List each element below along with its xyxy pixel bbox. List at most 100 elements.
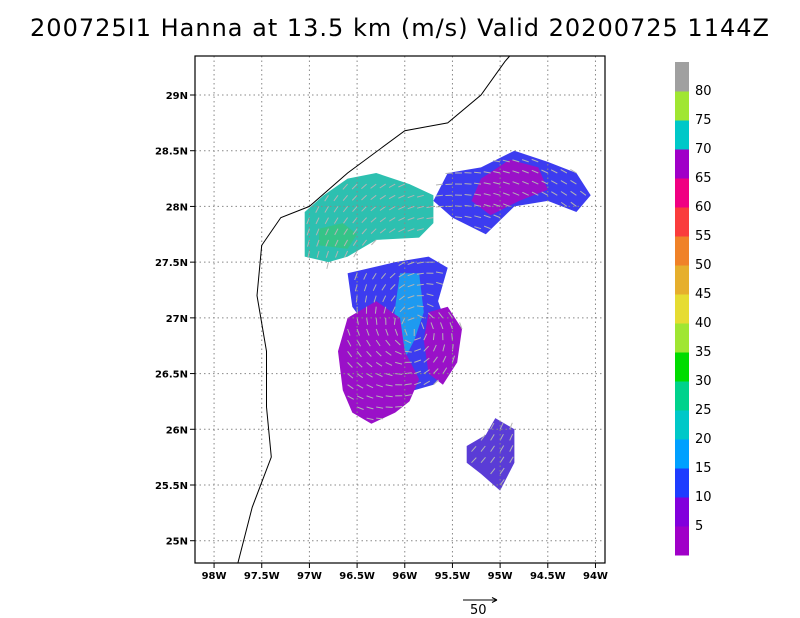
lat-tick-label: 28.5N — [155, 147, 188, 158]
wind-vector — [414, 337, 422, 341]
lat-tick-label: 26N — [166, 425, 188, 436]
wind-vector — [315, 228, 320, 236]
wind-vector — [352, 206, 358, 213]
wind-vector — [407, 272, 415, 277]
colorbar-cell — [675, 207, 689, 237]
wind-vector — [366, 339, 371, 347]
wind-vector — [474, 182, 482, 185]
wind-vector — [347, 384, 354, 390]
wind-vector — [351, 194, 358, 201]
colorbar-label: 55 — [695, 229, 712, 244]
colorbar-cell — [675, 439, 689, 469]
colorbar-label: 75 — [695, 113, 712, 128]
wind-vector — [426, 293, 434, 297]
colorbar-label: 65 — [695, 171, 712, 186]
wind-vector — [394, 328, 399, 336]
wind-vector — [347, 373, 354, 379]
wind-vector — [390, 295, 396, 302]
wind-vector — [324, 217, 329, 225]
wind-vector — [388, 205, 396, 211]
wind-vector — [480, 456, 486, 464]
wind-vector — [404, 394, 412, 397]
wind-vector — [379, 183, 386, 189]
colorbar-label: 60 — [695, 200, 712, 215]
lat-tick-label: 28N — [166, 202, 188, 213]
wind-vector — [430, 322, 434, 330]
wind-vector — [361, 228, 367, 235]
wind-vector — [385, 339, 391, 346]
wind-vector — [395, 406, 403, 408]
wind-vector — [490, 468, 496, 475]
wind-vector — [442, 355, 447, 363]
wind-vector — [366, 417, 374, 421]
colorbar-cell — [675, 149, 689, 179]
wind-vector — [352, 239, 358, 246]
wind-vector — [407, 194, 415, 199]
wind-vector — [407, 228, 415, 232]
lat-tick-label: 26.5N — [155, 370, 188, 381]
wind-vector — [416, 217, 424, 220]
wind-vector — [354, 273, 358, 281]
wind-vector — [474, 215, 482, 219]
wind-vector — [370, 206, 377, 212]
wind-vector — [493, 181, 501, 185]
wind-vector — [550, 169, 558, 174]
wind-vector — [347, 339, 352, 347]
wind-vector — [361, 217, 367, 224]
lon-tick-label: 97.5W — [244, 571, 280, 582]
wind-vector — [343, 217, 349, 224]
scale-label: 50 — [470, 603, 487, 618]
wind-vector — [433, 379, 439, 386]
wind-vector — [366, 362, 373, 368]
wind-vector — [531, 191, 539, 196]
lat-tick-label: 25N — [166, 537, 188, 548]
wind-vector — [363, 273, 368, 280]
wind-vector — [324, 195, 329, 202]
colorbar-cell — [675, 323, 689, 353]
colorbar-cell — [675, 120, 689, 150]
wind-vector — [570, 179, 577, 185]
wind-vector — [342, 183, 348, 190]
wind-vector — [474, 226, 482, 230]
colorbar-label: 20 — [695, 432, 712, 447]
wind-vector — [471, 445, 477, 452]
wind-vector — [389, 217, 396, 222]
wind-vector — [361, 206, 367, 212]
wind-vector — [375, 361, 383, 367]
wind-vector — [471, 457, 477, 464]
wind-vector — [353, 250, 358, 258]
wind-vector — [541, 180, 549, 185]
wind-vector — [370, 217, 377, 223]
wind-vector — [522, 191, 529, 196]
scale-arrowhead — [491, 597, 498, 603]
wind-vector — [363, 284, 368, 292]
wind-vector — [356, 373, 363, 379]
wind-vector — [560, 169, 568, 174]
wind-vector — [426, 283, 434, 285]
wind-vector — [325, 228, 329, 236]
wind-vector — [551, 191, 558, 196]
wind-vector — [404, 383, 412, 386]
wind-vector — [366, 395, 374, 399]
colorbar-cell — [675, 410, 689, 440]
wind-vector — [316, 250, 320, 258]
wind-vector — [416, 261, 424, 264]
wind-vector — [442, 344, 446, 352]
wind-vector — [493, 203, 501, 207]
wind-vector — [433, 368, 439, 374]
wind-vector — [480, 445, 486, 452]
wind-vector — [499, 422, 504, 430]
colorbar-label: 50 — [695, 258, 712, 273]
wind-vector — [361, 183, 367, 190]
colorbar-label: 45 — [695, 287, 712, 302]
wind-vector — [416, 194, 424, 198]
wind-vector — [333, 195, 339, 202]
wind-vector — [361, 239, 367, 246]
colorbar-cell — [675, 497, 689, 527]
wind-vector — [326, 261, 329, 270]
wind-vector — [394, 339, 401, 346]
colorbar-cell — [675, 468, 689, 498]
wind-vector — [380, 272, 387, 280]
wind-vector — [385, 350, 392, 356]
